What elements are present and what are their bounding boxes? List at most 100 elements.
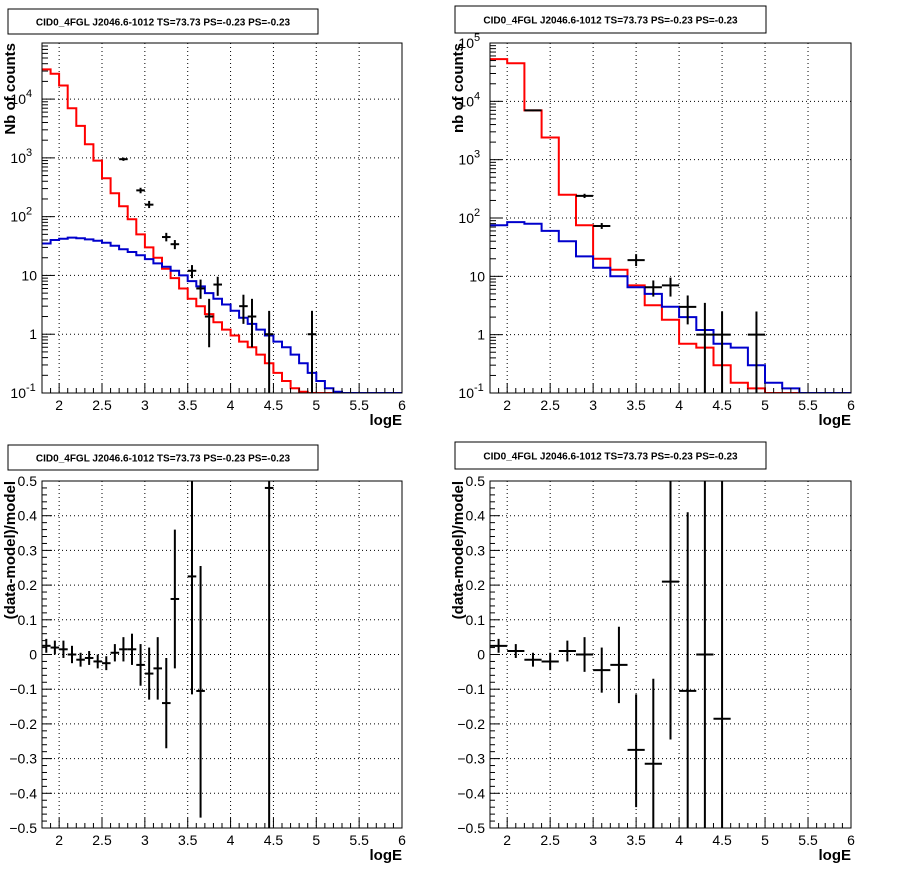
data-point (187, 481, 197, 695)
series-total-line (490, 58, 851, 393)
data-point (119, 637, 128, 662)
title-box (7, 8, 319, 35)
x-tick-label: 3.5 (626, 397, 646, 413)
y-tick-label: 0.5 (18, 473, 38, 489)
title-box (454, 441, 767, 470)
x-tick-label: 3.5 (178, 397, 198, 413)
y-tick-label: 1 (477, 327, 485, 343)
y-tick-label: −0.5 (9, 820, 37, 836)
data-point (239, 294, 248, 324)
plot-frame (41, 42, 403, 394)
y-tick-label: −0.3 (457, 751, 485, 767)
x-tick-label: 6 (398, 832, 406, 848)
x-tick-label: 4 (675, 397, 683, 413)
data-point (264, 310, 274, 393)
y-axis: −0.5 −0.4 −0.3 −0.2 −0.1 0 0.1 0.2 0.3 0.4 0.5(dat… (450, 473, 500, 836)
data-point (162, 232, 171, 242)
x-tick-label: 4.5 (712, 397, 732, 413)
y-tick-label: 10 (458, 35, 474, 51)
x-tick-label: 4 (227, 397, 235, 413)
y-tick-label: −0.1 (9, 681, 37, 697)
data-points (42, 481, 274, 828)
x-tick-label: 2.5 (540, 832, 560, 848)
y-tick-label: 0.1 (18, 612, 38, 628)
data-point (524, 109, 542, 112)
series-component-line (490, 221, 851, 393)
data-point (679, 512, 697, 828)
x-tick-label: 4.5 (264, 397, 284, 413)
y-tick-label: 10 (21, 267, 37, 283)
y-tick-exponent: -1 (474, 382, 484, 394)
title-box (7, 444, 319, 471)
data-point (627, 254, 645, 267)
data-point (264, 481, 274, 828)
y-tick-label: −0.4 (457, 785, 485, 801)
x-tick-label: 6 (847, 832, 855, 848)
data-points (490, 481, 731, 828)
y-axis-label: Nb of counts (2, 43, 19, 135)
data-point (76, 652, 85, 667)
x-tick-label: 2.5 (540, 397, 560, 413)
title-box (454, 5, 767, 34)
y-tick-label: 10 (458, 93, 474, 109)
y-tick-label: 0.2 (466, 577, 486, 593)
x-axis-label: logE (370, 847, 403, 864)
x-tick-label: 5.5 (798, 397, 818, 413)
data-point (307, 310, 317, 393)
x-tick-label: 6 (847, 397, 855, 413)
data-point (696, 302, 714, 393)
y-tick-label: 0 (477, 647, 485, 663)
y-tick-exponent: 5 (474, 32, 480, 44)
y-tick-label: 10 (10, 209, 26, 225)
x-tick-label: 5 (761, 832, 769, 848)
x-tick-label: 4 (227, 832, 235, 848)
data-point (93, 654, 102, 669)
data-point (490, 638, 508, 653)
chart-title: CID0_4FGL J2046.6-1012 TS=73.73 PS=-0.23… (36, 18, 291, 29)
y-tick-label: 0.3 (18, 542, 38, 558)
data-points (524, 109, 766, 393)
y-tick-label: 10 (10, 150, 26, 166)
data-point (558, 640, 576, 662)
y-tick-label: 0 (29, 647, 37, 663)
x-axis-label: logE (819, 847, 852, 864)
data-point (679, 295, 697, 325)
data-point (713, 311, 731, 393)
x-tick-label: 5 (312, 832, 320, 848)
data-point (696, 481, 714, 828)
chart-title: CID0_4FGL J2046.6-1012 TS=73.73 PS=-0.23… (483, 452, 738, 463)
x-tick-label: 6 (398, 397, 406, 413)
data-point (196, 279, 205, 299)
y-tick-exponent: 3 (474, 149, 480, 161)
data-point (713, 481, 731, 828)
x-tick-label: 2 (503, 397, 511, 413)
data-point (213, 276, 222, 296)
y-tick-exponent: 4 (474, 90, 480, 102)
x-axis-label: logE (819, 412, 852, 429)
y-axis-label: (data-model)/model (450, 481, 467, 619)
y-tick-label: −0.4 (9, 785, 37, 801)
data-point (170, 529, 180, 669)
data-point (661, 481, 680, 740)
data-point (661, 277, 680, 297)
y-tick-label: −0.2 (457, 716, 485, 732)
data-point (593, 647, 611, 693)
y-tick-label: 10 (458, 210, 474, 226)
data-point (136, 187, 145, 194)
data-point (747, 311, 766, 393)
data-point (187, 265, 197, 279)
data-point (144, 200, 154, 209)
y-tick-label: 0.3 (466, 542, 486, 558)
x-tick-label: 2 (55, 397, 63, 413)
y-tick-label: 1 (29, 326, 37, 342)
data-point (507, 644, 525, 658)
y-tick-label: 0.5 (466, 473, 486, 489)
data-point (59, 640, 68, 658)
data-point (119, 157, 128, 161)
data-point (575, 637, 594, 672)
y-tick-exponent: -1 (26, 382, 36, 394)
